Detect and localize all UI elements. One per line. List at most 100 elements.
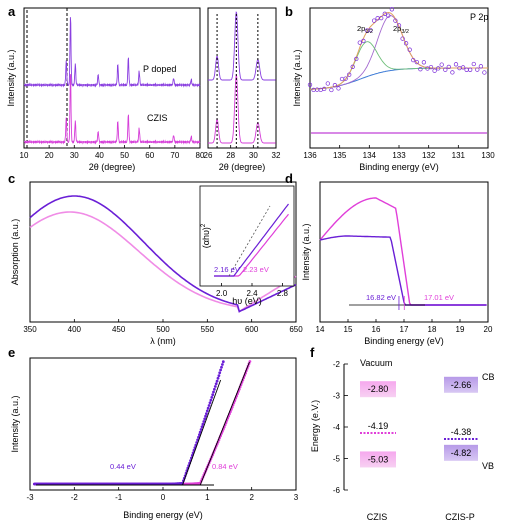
x-ticks-a: 10 20 30 40 50 60 70 80 — [20, 145, 205, 160]
xps-point — [460, 65, 466, 70]
x-tick-label: 0 — [161, 493, 166, 502]
x-tick-label: 28 — [226, 151, 235, 160]
inset-y-label-c: (αhυ)2 — [201, 223, 211, 248]
x-tick-label: 130 — [481, 151, 495, 160]
x-tick-label: 1 — [205, 493, 210, 502]
xps-point — [446, 64, 451, 70]
legend-p-doped: P doped — [143, 64, 176, 74]
y-axis-label-e: Intensity (a.u.) — [10, 395, 20, 452]
fit-peak-2p1-2 — [309, 41, 488, 90]
y-ticks-f: -2 -3 -4 -5 -6 — [333, 360, 348, 495]
vb-point — [210, 396, 214, 399]
xps-point — [339, 76, 345, 82]
x-tick-label: 14 — [316, 325, 325, 334]
vb-point — [213, 387, 216, 391]
x-tick-label: 650 — [289, 325, 303, 334]
xps-point — [439, 62, 444, 67]
x-axis-label-a: 2θ (degree) — [89, 162, 136, 172]
vb-point — [206, 406, 210, 410]
x-axis-label-e: Binding energy (eV) — [123, 510, 203, 520]
x-tick-label: 17 — [400, 325, 409, 334]
x-tick-label: 30 — [70, 151, 79, 160]
x-axis-label-a-zoom: 2θ (degree) — [219, 162, 266, 172]
x-tick-label: 80 — [196, 151, 205, 160]
xps-point — [357, 40, 362, 45]
xps-point — [322, 86, 327, 92]
xps-point — [403, 41, 409, 46]
xps-point — [325, 81, 330, 86]
x-tick-label: 26 — [204, 151, 213, 160]
x-tick-label: 500 — [156, 325, 170, 334]
cb-value: -2.80 — [368, 384, 389, 394]
xps-point — [332, 83, 338, 88]
panel-b: P 2p 2p1/2 2p3/2 136 135 134 133 132 131 130 B… — [292, 7, 495, 172]
xps-point — [336, 86, 341, 91]
panel-a-zoom: 26 28 30 32 2θ (degree) — [204, 7, 281, 172]
vb-point — [212, 390, 215, 394]
x-tick-label: 450 — [112, 325, 126, 334]
x-ticks-e: -3 -2 -1 0 1 2 3 — [26, 487, 299, 502]
x-tick-label: 70 — [170, 151, 179, 160]
axes-frame-a-zoom — [207, 7, 277, 149]
xps-point — [464, 67, 469, 72]
panel-a: P doped CZIS 10 20 30 40 50 60 70 80 2θ (degree… — [6, 7, 205, 172]
fermi-value: -4.19 — [368, 421, 389, 431]
xps-point — [411, 57, 416, 63]
x-tick-label: 18 — [428, 325, 437, 334]
xps-point — [478, 64, 484, 69]
x-ticks-c: 350 400 450 500 550 600 650 — [23, 319, 303, 334]
vb-point — [200, 425, 204, 429]
panel-label-d: d — [285, 171, 293, 186]
panel-label-e: e — [8, 345, 15, 360]
band-levels: -2.80 -4.19 -5.03 -2.66 -4.38 -4.82 — [360, 376, 478, 468]
x-tick-label: 40 — [95, 151, 104, 160]
x-tick-label: 133 — [392, 151, 406, 160]
vb-point — [215, 379, 219, 383]
vb-point — [202, 420, 206, 423]
xps-point — [361, 38, 366, 44]
vb-point — [211, 393, 215, 397]
panel-label-a: a — [8, 4, 16, 19]
xps-point — [314, 87, 320, 92]
xps-point — [386, 13, 391, 18]
vb-point — [199, 428, 203, 431]
xps-point — [407, 47, 412, 52]
category-label-czis: CZIS — [367, 512, 388, 522]
x-tick-label: 350 — [23, 325, 37, 334]
vb-point — [214, 382, 218, 386]
xps-point — [468, 67, 473, 72]
vb-point — [213, 385, 217, 388]
fit-envelope — [309, 11, 488, 90]
vb-level-box — [444, 444, 478, 461]
vb-point — [209, 398, 213, 402]
x-axis-label-d: Binding energy (eV) — [364, 336, 444, 346]
xps-point — [428, 64, 434, 70]
xps-point — [347, 72, 352, 77]
x-tick-label: -1 — [115, 493, 123, 502]
x-tick-label: 550 — [201, 325, 215, 334]
xps-point — [436, 66, 441, 71]
edge-fit-line-1 — [182, 379, 222, 486]
vacuum-label: Vacuum — [360, 358, 392, 368]
axes-frame-a — [23, 7, 201, 149]
y-axis-label-d: Intensity (a.u.) — [301, 223, 311, 280]
panel-e: 0.44 eV 0.84 eV -3 -2 -1 0 1 2 3 Binding energ… — [10, 357, 299, 520]
series-line-czis-p-absorption — [29, 195, 297, 313]
xps-point — [350, 64, 355, 69]
xps-point — [453, 62, 459, 67]
tauc-fit-line — [228, 205, 271, 277]
xps-point — [482, 70, 487, 75]
y-tick-label: -2 — [333, 360, 341, 369]
panel-label-c: c — [8, 171, 15, 186]
peak-label-2p3-2: 2p3/2 — [393, 24, 409, 35]
x-tick-label: 600 — [245, 325, 259, 334]
inset-series-czis-p — [214, 203, 289, 277]
cb-level-box — [360, 381, 396, 398]
xps-point — [414, 59, 419, 65]
cutoff-label-1: 16.82 eV — [366, 293, 396, 302]
x-tick-label: 30 — [249, 151, 258, 160]
vb-point — [216, 376, 220, 380]
vb-point — [205, 409, 209, 413]
vb-point — [218, 371, 222, 375]
cb-level-box — [444, 376, 478, 393]
